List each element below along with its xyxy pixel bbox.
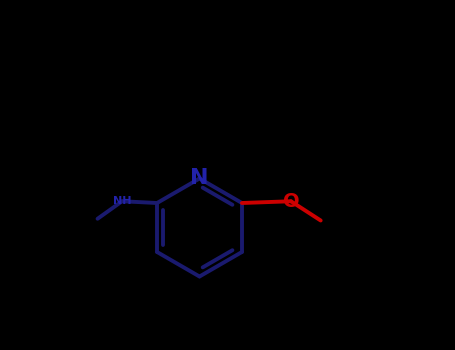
Text: N: N bbox=[190, 168, 209, 189]
Text: O: O bbox=[283, 192, 299, 211]
Text: NH: NH bbox=[113, 196, 131, 206]
